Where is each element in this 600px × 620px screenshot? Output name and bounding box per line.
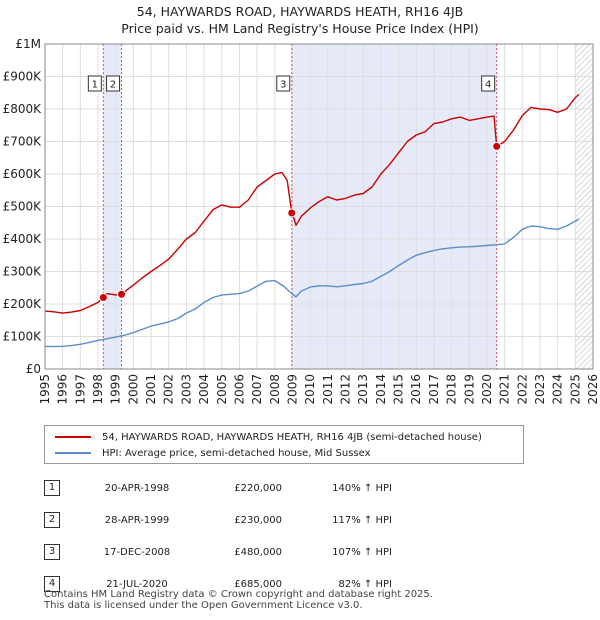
sale-label-box-3 bbox=[276, 75, 291, 92]
y-tick-label: £800K bbox=[3, 102, 43, 116]
transaction-hpi: 140% ↑ HPI bbox=[332, 482, 392, 494]
legend-item-hpi: HPI: Average price, semi-detached house,… bbox=[55, 445, 371, 461]
x-tick-label: 2017 bbox=[427, 374, 441, 405]
x-tick-label: 2001 bbox=[144, 374, 158, 405]
x-tick-label: 2010 bbox=[303, 374, 317, 405]
price-chart: 1 2 3 4 £0 £100K £200K £300K £400K £500K £600K £70… bbox=[3, 37, 600, 405]
x-tick-label: 1997 bbox=[73, 374, 87, 405]
x-tick-label: 1999 bbox=[109, 374, 123, 405]
transaction-hpi: 107% ↑ HPI bbox=[332, 546, 392, 558]
x-tick-label: 2026 bbox=[586, 374, 600, 405]
legend-label-property: 54, HAYWARDS ROAD, HAYWARDS HEATH, RH16 … bbox=[102, 431, 482, 443]
y-tick-label: £100K bbox=[3, 330, 43, 344]
chart-title: 54, HAYWARDS ROAD, HAYWARDS HEATH, RH16 … bbox=[0, 3, 600, 37]
x-tick-label: 2012 bbox=[339, 374, 353, 405]
x-tick-label: 2023 bbox=[533, 374, 547, 405]
x-tick-label: 2004 bbox=[197, 374, 211, 405]
transaction-number: 1 bbox=[44, 480, 60, 496]
y-tick-label: £500K bbox=[3, 200, 43, 214]
y-tick-label: £900K bbox=[3, 70, 43, 84]
sale-point-1 bbox=[98, 293, 108, 302]
transaction-price: £220,000 bbox=[234, 482, 282, 494]
sale-point-3 bbox=[287, 208, 297, 218]
transaction-hpi: 82% ↑ HPI bbox=[338, 578, 392, 590]
sale-point-4 bbox=[492, 141, 502, 151]
transaction-price: £685,000 bbox=[234, 578, 282, 590]
y-tick-label: £700K bbox=[3, 135, 43, 149]
legend-item-property: 54, HAYWARDS ROAD, HAYWARDS HEATH, RH16 … bbox=[55, 429, 482, 445]
x-tick-label: 2003 bbox=[179, 374, 193, 405]
y-tick-label: £1M bbox=[15, 37, 41, 51]
sale-point-2 bbox=[117, 289, 127, 299]
x-tick-label: 1998 bbox=[91, 374, 105, 405]
sale-label-box-2 bbox=[106, 75, 121, 92]
transaction-row: 3 17-DEC-2008 £480,000 107% ↑ HPI bbox=[44, 536, 392, 568]
transaction-row: 2 28-APR-1999 £230,000 117% ↑ HPI bbox=[44, 504, 392, 536]
legend: 54, HAYWARDS ROAD, HAYWARDS HEATH, RH16 … bbox=[44, 425, 524, 464]
transaction-row: 4 21-JUL-2020 £685,000 82% ↑ HPI bbox=[44, 568, 392, 600]
transaction-date: 17-DEC-2008 bbox=[103, 546, 171, 558]
title-line-2: Price paid vs. HM Land Registry's House … bbox=[121, 21, 479, 36]
transaction-number-cell: 2 bbox=[44, 504, 82, 536]
y-tick-label: £0 bbox=[26, 362, 41, 376]
legend-swatch-property bbox=[55, 436, 91, 438]
transaction-number: 3 bbox=[44, 544, 60, 560]
transaction-price: £480,000 bbox=[234, 546, 282, 558]
transactions-table: 1 20-APR-1998 £220,000 140% ↑ HPI 2 28-APR-19… bbox=[44, 472, 392, 600]
x-tick-label: 2006 bbox=[232, 374, 246, 405]
x-tick-label: 2013 bbox=[356, 374, 370, 405]
sale-label-1: 1 bbox=[92, 80, 98, 91]
property-price-line bbox=[44, 93, 580, 314]
x-tick-label: 2022 bbox=[515, 374, 529, 405]
legend-label-hpi: HPI: Average price, semi-detached house,… bbox=[102, 447, 371, 459]
y-tick-label: £300K bbox=[3, 265, 43, 279]
legend-swatch-hpi bbox=[55, 452, 91, 454]
footer: Contains HM Land Registry data © Crown c… bbox=[44, 589, 433, 611]
y-tick-label: £600K bbox=[3, 167, 43, 181]
x-tick-label: 2007 bbox=[250, 374, 264, 405]
y-tick-label: £200K bbox=[3, 297, 43, 311]
transaction-price: £230,000 bbox=[234, 514, 282, 526]
x-tick-label: 1996 bbox=[56, 374, 70, 405]
x-tick-label: 1995 bbox=[38, 374, 52, 405]
x-tick-label: 2009 bbox=[285, 374, 299, 405]
x-tick-label: 2014 bbox=[374, 374, 388, 405]
transaction-number-cell: 4 bbox=[44, 568, 82, 600]
transaction-number: 4 bbox=[44, 576, 60, 592]
transaction-date: 20-APR-1998 bbox=[104, 482, 170, 494]
sale-label-4: 4 bbox=[485, 80, 491, 91]
hpi-line bbox=[44, 218, 580, 348]
transaction-number: 2 bbox=[44, 512, 60, 528]
x-tick-label: 2005 bbox=[215, 374, 229, 405]
transaction-hpi: 117% ↑ HPI bbox=[332, 514, 392, 526]
x-tick-label: 2016 bbox=[409, 374, 423, 405]
transaction-row: 1 20-APR-1998 £220,000 140% ↑ HPI bbox=[44, 472, 392, 504]
transaction-date: 28-APR-1999 bbox=[104, 514, 170, 526]
x-tick-label: 2011 bbox=[321, 374, 335, 405]
y-tick-label: £400K bbox=[3, 232, 43, 246]
x-tick-label: 2015 bbox=[392, 374, 406, 405]
plot-frame bbox=[44, 43, 594, 370]
x-tick-label: 2024 bbox=[551, 374, 565, 405]
sale-label-box-1 bbox=[87, 75, 102, 92]
x-tick-label: 2025 bbox=[568, 374, 582, 405]
transaction-number-cell: 3 bbox=[44, 536, 82, 568]
x-tick-label: 2020 bbox=[480, 374, 494, 405]
x-tick-label: 2019 bbox=[462, 374, 476, 405]
footer-line-2: This data is licensed under the Open Gov… bbox=[44, 600, 363, 611]
x-tick-label: 2018 bbox=[445, 374, 459, 405]
x-tick-label: 2008 bbox=[268, 374, 282, 405]
transaction-date: 21-JUL-2020 bbox=[106, 578, 168, 590]
title-line-1: 54, HAYWARDS ROAD, HAYWARDS HEATH, RH16 … bbox=[136, 4, 464, 19]
sale-label-box-4 bbox=[481, 75, 496, 92]
x-tick-label: 2021 bbox=[498, 374, 512, 405]
sale-label-2: 2 bbox=[110, 80, 116, 91]
x-tick-label: 2000 bbox=[126, 374, 140, 405]
x-tick-label: 2002 bbox=[162, 374, 176, 405]
footer-line-1: Contains HM Land Registry data © Crown c… bbox=[44, 589, 433, 600]
transaction-number-cell: 1 bbox=[44, 472, 82, 504]
sale-label-3: 3 bbox=[280, 80, 286, 91]
